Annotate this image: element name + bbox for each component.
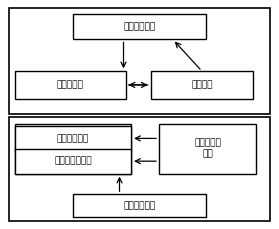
Bar xyxy=(73,14,206,39)
Bar xyxy=(15,124,131,174)
Bar xyxy=(151,71,253,98)
Text: 驱动电源、
模块: 驱动电源、 模块 xyxy=(194,139,221,159)
Text: 电磁阀驱动接口: 电磁阀驱动接口 xyxy=(54,157,92,166)
Text: 模块通信接口: 模块通信接口 xyxy=(123,201,156,210)
Text: 使能信号: 使能信号 xyxy=(191,80,213,89)
Text: 电机驱动接口: 电机驱动接口 xyxy=(57,134,89,143)
Bar xyxy=(9,117,270,221)
Text: 模块通信接口: 模块通信接口 xyxy=(123,22,156,31)
Bar xyxy=(15,71,126,98)
Bar xyxy=(73,194,206,217)
Bar xyxy=(9,8,270,114)
Bar xyxy=(15,126,131,151)
Bar xyxy=(159,124,256,174)
Text: 工作指示灯: 工作指示灯 xyxy=(57,80,83,89)
Bar xyxy=(15,149,131,174)
